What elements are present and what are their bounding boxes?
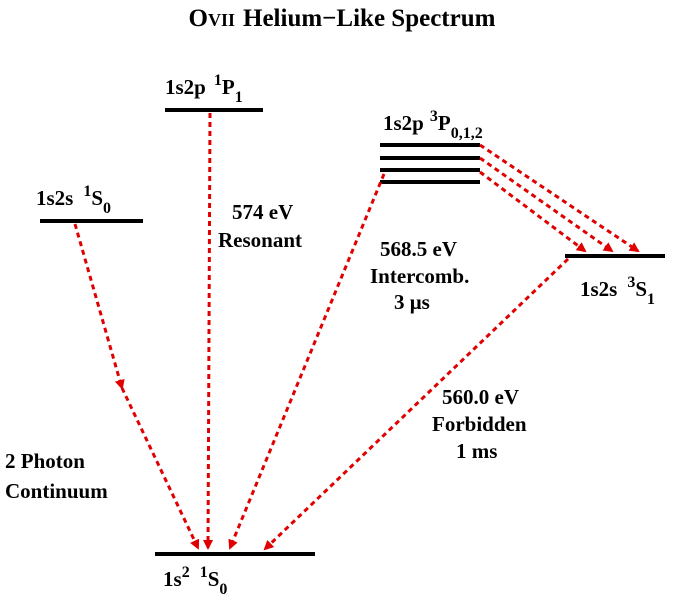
- transition-arrow: [479, 143, 640, 253]
- label-part: 3: [430, 108, 438, 125]
- label-part: S: [91, 186, 103, 210]
- title: OVII Helium−Like Spectrum: [189, 5, 496, 32]
- transition-arrow: [479, 170, 587, 253]
- transition-arrow: [228, 173, 386, 550]
- label-part: S: [208, 567, 220, 591]
- label-part: 1s2s: [580, 277, 617, 301]
- transition-arrow: [203, 112, 214, 550]
- label-part: P: [222, 75, 235, 99]
- label-part: 3: [627, 274, 635, 291]
- level-label: 1s2 1S0: [163, 564, 227, 598]
- transition-arrow: [73, 223, 125, 390]
- label-part: 1: [235, 89, 243, 106]
- transition-arrow: [263, 257, 570, 551]
- transition-name: Forbidden: [432, 412, 527, 436]
- label-part: 1s: [163, 567, 182, 591]
- label-part: 2: [182, 564, 190, 581]
- level-label: 1s2p 1P1: [165, 72, 243, 106]
- level-label: 1s2p 3P0,1,2: [383, 108, 483, 142]
- transition-energy: 574 eV: [232, 200, 293, 224]
- transition-name: Continuum: [5, 479, 108, 503]
- transition-name: 2 Photon: [5, 449, 85, 473]
- transition-arrow: [479, 156, 614, 253]
- label-part: 1: [214, 72, 222, 89]
- transition-name: Resonant: [218, 228, 302, 252]
- label-part: 1s2p: [165, 75, 206, 99]
- label-part: S: [635, 277, 647, 301]
- level-label: 1s2s 1S0: [36, 183, 111, 217]
- label-part: 1s2s: [36, 186, 73, 210]
- label-part: 1s2p: [383, 111, 424, 135]
- title-element: O: [189, 5, 208, 32]
- label-part: P: [438, 111, 451, 135]
- transition-name: Intercomb.: [370, 264, 469, 288]
- label-part: 1: [647, 291, 655, 308]
- label-part: 0: [103, 200, 111, 217]
- label-part: 1: [200, 564, 208, 581]
- transition-lifetime: 3 μs: [394, 290, 430, 314]
- label-part: 0,1,2: [451, 125, 483, 142]
- transition-energy: 568.5 eV: [380, 237, 457, 261]
- level-label: 1s2s 3S1: [580, 274, 655, 308]
- title-rest: Helium−Like Spectrum: [243, 5, 496, 32]
- label-part: 1: [83, 183, 91, 200]
- label-part: 0: [219, 581, 227, 598]
- transition-energy: 560.0 eV: [442, 385, 519, 409]
- transition-arrow: [120, 387, 200, 550]
- transition-lifetime: 1 ms: [456, 439, 497, 463]
- title-stage: VII: [208, 10, 235, 30]
